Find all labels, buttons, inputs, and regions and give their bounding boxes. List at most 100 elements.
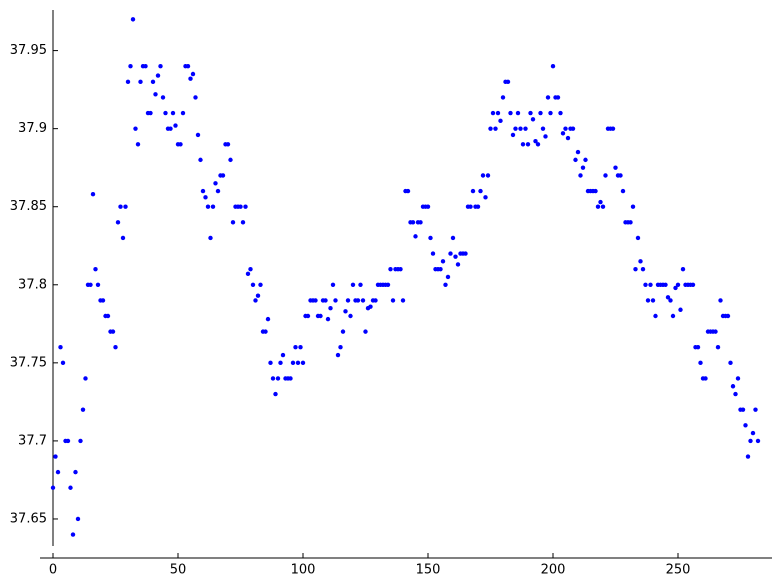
point [53, 454, 58, 459]
point [638, 259, 643, 264]
point [618, 173, 623, 178]
point [203, 195, 208, 200]
point [135, 142, 141, 147]
point [155, 73, 161, 78]
point [498, 118, 503, 124]
point [428, 235, 433, 241]
point [78, 438, 83, 444]
point [500, 95, 506, 100]
point [248, 266, 253, 272]
y-tick-label: 37.65 [10, 511, 47, 526]
point [440, 259, 446, 264]
point [305, 313, 311, 319]
point [488, 126, 493, 131]
point [733, 391, 738, 397]
point [558, 110, 563, 116]
point [295, 360, 301, 366]
point [230, 220, 236, 225]
point [523, 126, 528, 131]
point [350, 282, 356, 287]
point [715, 345, 721, 350]
point [173, 123, 178, 128]
point [265, 316, 271, 322]
point [238, 204, 243, 209]
point [643, 282, 648, 287]
point [268, 360, 273, 366]
point [228, 157, 233, 163]
point [525, 142, 531, 147]
point [360, 298, 366, 303]
point [493, 126, 498, 131]
point [490, 110, 496, 116]
y-tick-label: 37.95 [10, 43, 47, 58]
point [75, 516, 81, 522]
point [250, 282, 256, 287]
x-tick-label: 150 [416, 563, 441, 578]
point [413, 234, 418, 239]
point [470, 188, 476, 194]
point [613, 165, 618, 170]
point [160, 95, 166, 100]
point [740, 407, 746, 412]
point [73, 469, 78, 475]
point [463, 251, 468, 256]
point [610, 126, 616, 131]
point [443, 282, 448, 287]
point [635, 235, 641, 241]
point [745, 454, 751, 459]
point [138, 79, 143, 85]
point [678, 307, 683, 312]
point [510, 132, 516, 138]
point [333, 298, 338, 303]
point [95, 282, 101, 287]
point [583, 157, 588, 163]
point [195, 132, 201, 138]
point [198, 157, 203, 163]
point [293, 345, 298, 350]
point [578, 173, 583, 178]
point [398, 266, 403, 272]
x-tick-label: 50 [170, 563, 187, 578]
point [170, 110, 176, 116]
point [215, 188, 221, 194]
point [70, 532, 76, 537]
point [385, 282, 391, 287]
point [118, 204, 123, 209]
point [273, 391, 278, 397]
point [200, 188, 206, 194]
point [410, 220, 416, 225]
point [110, 329, 116, 334]
point [68, 485, 73, 490]
point [188, 76, 193, 81]
point [225, 142, 231, 147]
point [653, 313, 658, 319]
point [718, 298, 723, 303]
point [80, 407, 86, 412]
point [453, 254, 458, 259]
point [180, 110, 186, 116]
point [88, 282, 93, 287]
point [358, 282, 363, 287]
point [563, 126, 568, 131]
point [418, 220, 423, 225]
point [123, 204, 128, 209]
point [185, 64, 191, 69]
point [325, 316, 331, 322]
point [253, 298, 258, 303]
point [288, 376, 293, 381]
point [363, 329, 368, 334]
point [565, 135, 571, 141]
point [648, 282, 653, 287]
point [505, 79, 511, 85]
point [743, 423, 748, 428]
point [193, 95, 198, 100]
point [323, 298, 328, 303]
point [100, 298, 106, 303]
point [555, 95, 561, 100]
point [628, 220, 633, 225]
point [755, 438, 761, 444]
point [753, 407, 758, 412]
point [530, 117, 536, 122]
point [240, 220, 246, 225]
point [695, 345, 701, 350]
